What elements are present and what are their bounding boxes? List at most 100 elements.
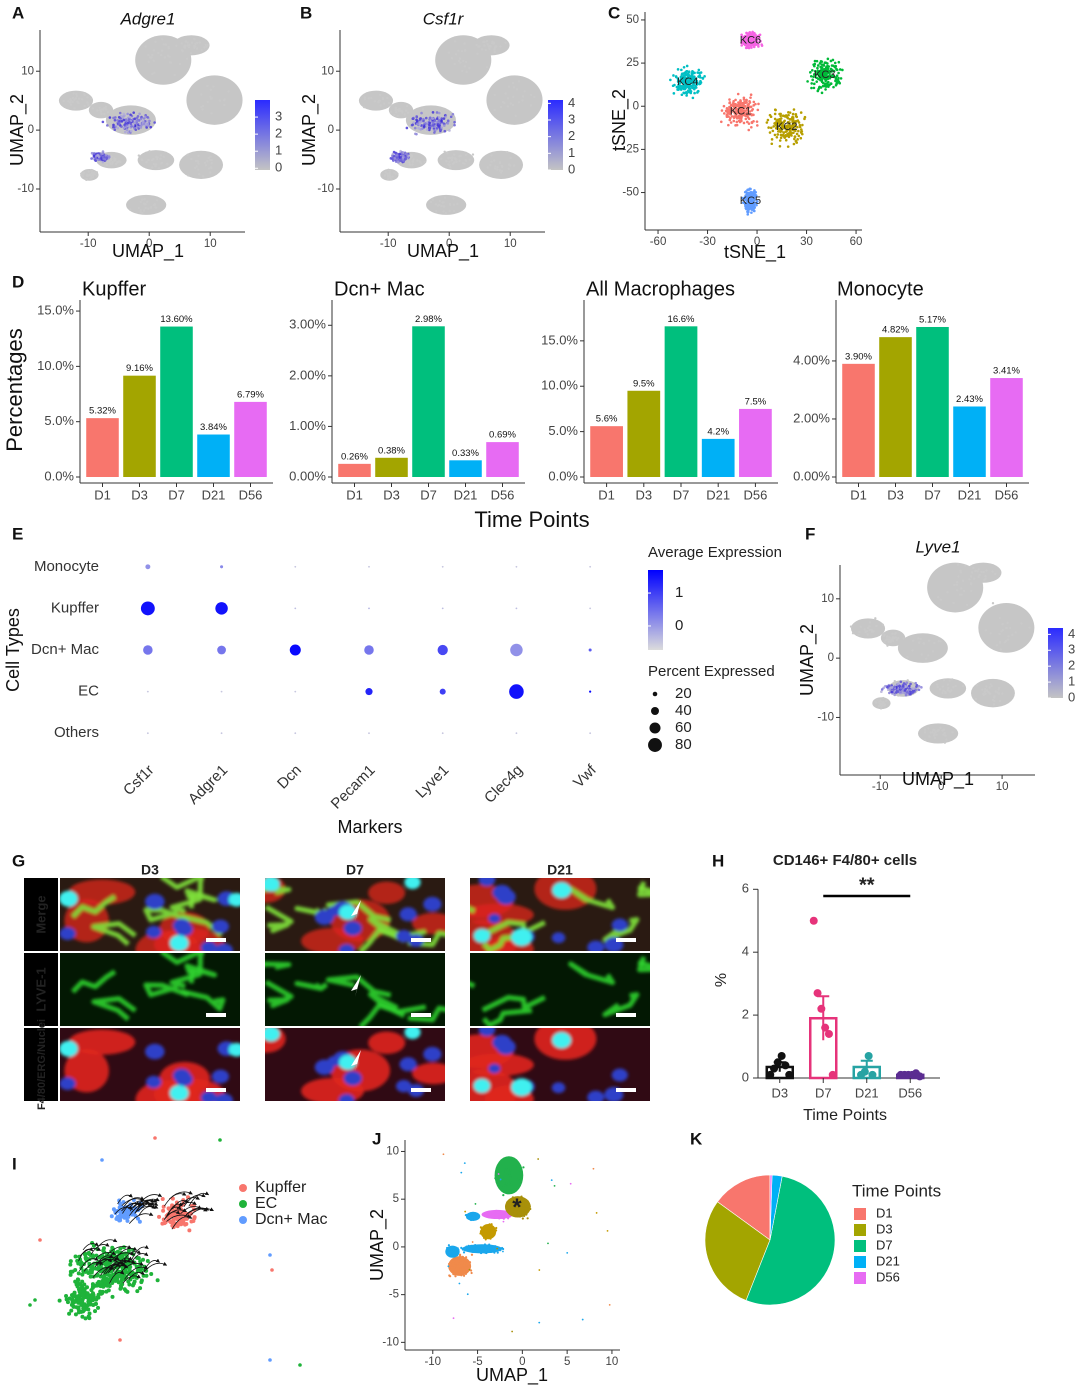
cell — [203, 161, 207, 165]
bar — [701, 438, 735, 477]
cell — [863, 628, 866, 631]
cell — [479, 1232, 482, 1235]
dot — [365, 688, 373, 696]
cell-cluster — [486, 75, 543, 125]
cell — [882, 696, 885, 700]
cell — [363, 96, 366, 99]
value-label: 7.5% — [745, 396, 767, 407]
cell — [456, 1272, 460, 1275]
data-point — [915, 1072, 924, 1081]
cell — [684, 70, 687, 74]
expressing-cell — [108, 116, 112, 119]
expressing-cell — [440, 123, 444, 126]
nucleus — [60, 927, 76, 941]
cell — [506, 1192, 509, 1195]
cell — [756, 124, 759, 127]
cell — [470, 1253, 474, 1256]
nucleus — [172, 918, 191, 933]
legend-key — [854, 1256, 866, 1268]
cell — [809, 71, 812, 74]
cell — [569, 1182, 572, 1185]
f480-signal — [368, 881, 406, 904]
cell — [841, 68, 844, 72]
cell — [395, 108, 398, 111]
cell — [189, 52, 193, 55]
cell — [507, 85, 511, 88]
cell — [779, 114, 782, 118]
cell — [460, 50, 464, 53]
cell — [750, 211, 753, 214]
x-tick-label: D7 — [673, 487, 690, 502]
cell — [408, 163, 412, 166]
cell — [198, 173, 201, 176]
cell — [791, 112, 795, 116]
cell — [161, 1208, 166, 1213]
cell — [927, 727, 930, 730]
x-tick-label: D56 — [898, 1085, 922, 1100]
cell — [501, 1214, 504, 1217]
x-tick-label: D21 — [202, 487, 226, 502]
expressing-cell — [401, 151, 405, 154]
cell — [146, 200, 149, 203]
cell — [918, 641, 921, 644]
value-label: 6.79% — [237, 389, 264, 400]
cell — [507, 1216, 510, 1219]
cell — [857, 633, 860, 637]
column-header: D3 — [141, 862, 159, 878]
cell — [195, 41, 199, 45]
x-tick-label: D3 — [383, 487, 400, 502]
cell — [738, 120, 742, 124]
cell — [506, 1201, 509, 1204]
expressing-cell — [899, 680, 903, 684]
data-point — [824, 1029, 833, 1038]
dot — [588, 648, 592, 652]
cell — [870, 628, 873, 632]
cell-cluster — [494, 1156, 524, 1195]
nucleus — [343, 920, 362, 936]
value-label: 3.41% — [993, 366, 1020, 377]
cell — [438, 199, 442, 203]
expressing-cell — [890, 690, 894, 694]
cell — [450, 159, 454, 162]
expressing-cell — [428, 126, 431, 130]
cell — [475, 43, 478, 47]
cell — [813, 64, 816, 68]
cell — [955, 583, 959, 586]
dot — [510, 643, 523, 657]
dot — [589, 690, 592, 693]
cell — [511, 81, 515, 85]
cell — [387, 101, 391, 105]
expressing-cell — [101, 152, 105, 155]
cell — [936, 729, 939, 733]
colorbar — [548, 100, 563, 170]
expressing-cell — [902, 682, 906, 685]
cell — [521, 1217, 524, 1220]
cell — [448, 165, 452, 169]
cell — [757, 102, 760, 106]
value-label: 9.5% — [633, 378, 655, 389]
cell — [923, 728, 927, 731]
cell — [187, 46, 191, 49]
cell — [393, 171, 396, 174]
cell — [925, 657, 928, 660]
expressing-cell — [440, 126, 443, 129]
chart-title: Csf1r — [423, 9, 465, 28]
cell — [76, 100, 79, 103]
cell — [456, 1254, 459, 1257]
expressing-cell — [911, 687, 915, 690]
cell — [123, 1288, 128, 1293]
cell — [405, 104, 409, 108]
cell — [98, 106, 101, 110]
expressing-cell — [419, 120, 423, 124]
expressing-cell — [404, 156, 408, 159]
cell — [494, 1245, 497, 1248]
cell — [493, 167, 497, 170]
cell — [423, 160, 427, 164]
cell — [458, 159, 461, 163]
cell — [80, 172, 83, 175]
cell — [71, 96, 75, 100]
cell — [495, 1209, 498, 1212]
significance: ** — [859, 874, 875, 896]
cell — [1011, 633, 1014, 637]
cell — [148, 56, 152, 59]
